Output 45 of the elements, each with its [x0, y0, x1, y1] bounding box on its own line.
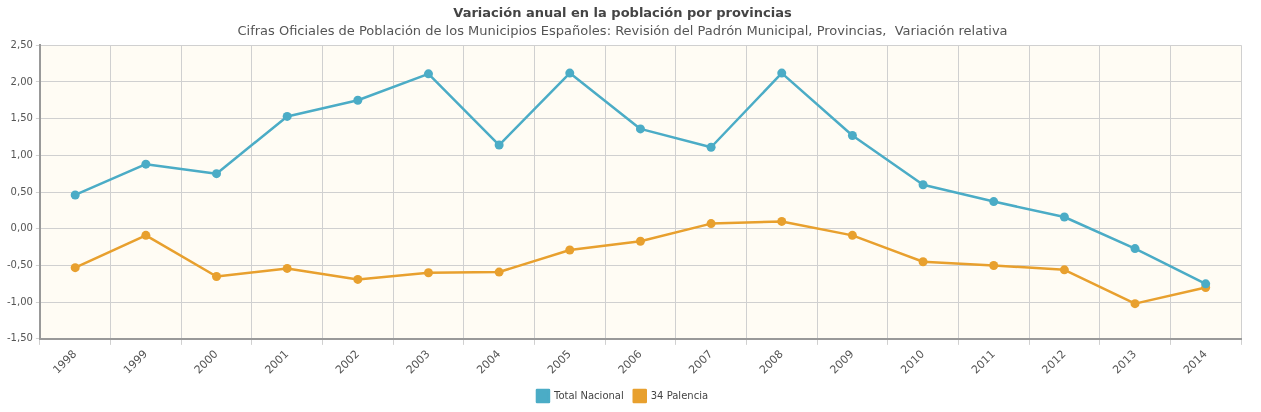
- point: [635, 236, 645, 246]
- point: [1130, 299, 1140, 309]
- point: [565, 68, 575, 78]
- point: [141, 230, 151, 240]
- legend-label: 34 Palencia: [650, 389, 709, 401]
- y-tick-label: 0,00: [10, 222, 33, 234]
- point: [282, 111, 292, 121]
- point: [353, 95, 363, 105]
- point: [706, 219, 716, 229]
- point: [353, 274, 363, 284]
- point: [635, 124, 645, 134]
- y-tick-label: -0,50: [7, 259, 33, 271]
- chart-title: Variación anual en la población por provincias: [453, 5, 792, 21]
- y-tick-label: 2,00: [10, 75, 33, 87]
- point: [494, 140, 504, 150]
- point: [989, 260, 999, 270]
- point: [212, 271, 222, 281]
- point: [918, 257, 928, 267]
- point: [212, 169, 222, 179]
- point: [1130, 244, 1140, 254]
- chart-subtitle: Cifras Oficiales de Población de los Municipios Españoles: Revisión del Padrón Municipal, Provincias, Variación relativa: [237, 22, 1008, 38]
- point: [565, 245, 575, 255]
- y-tick-label: -1,50: [7, 332, 33, 344]
- point: [423, 69, 433, 79]
- point: [70, 190, 80, 200]
- point: [706, 142, 716, 152]
- y-tick-label: -1,00: [7, 295, 33, 307]
- point: [847, 131, 857, 140]
- point: [918, 180, 928, 190]
- point: [777, 216, 787, 226]
- point: [423, 268, 433, 278]
- point: [777, 68, 787, 78]
- point: [282, 263, 292, 273]
- point: [70, 263, 80, 273]
- y-tick-label: 1,50: [10, 112, 33, 124]
- y-tick-label: 2,50: [10, 38, 33, 50]
- point: [989, 197, 999, 207]
- point: [847, 230, 857, 240]
- y-tick-label: 1,00: [10, 148, 33, 160]
- point: [1059, 265, 1069, 275]
- point: [141, 159, 151, 169]
- legend-label: Total Nacional: [552, 389, 624, 401]
- y-tick-label: 0,50: [10, 185, 33, 197]
- point: [1059, 212, 1069, 222]
- point: [494, 267, 504, 277]
